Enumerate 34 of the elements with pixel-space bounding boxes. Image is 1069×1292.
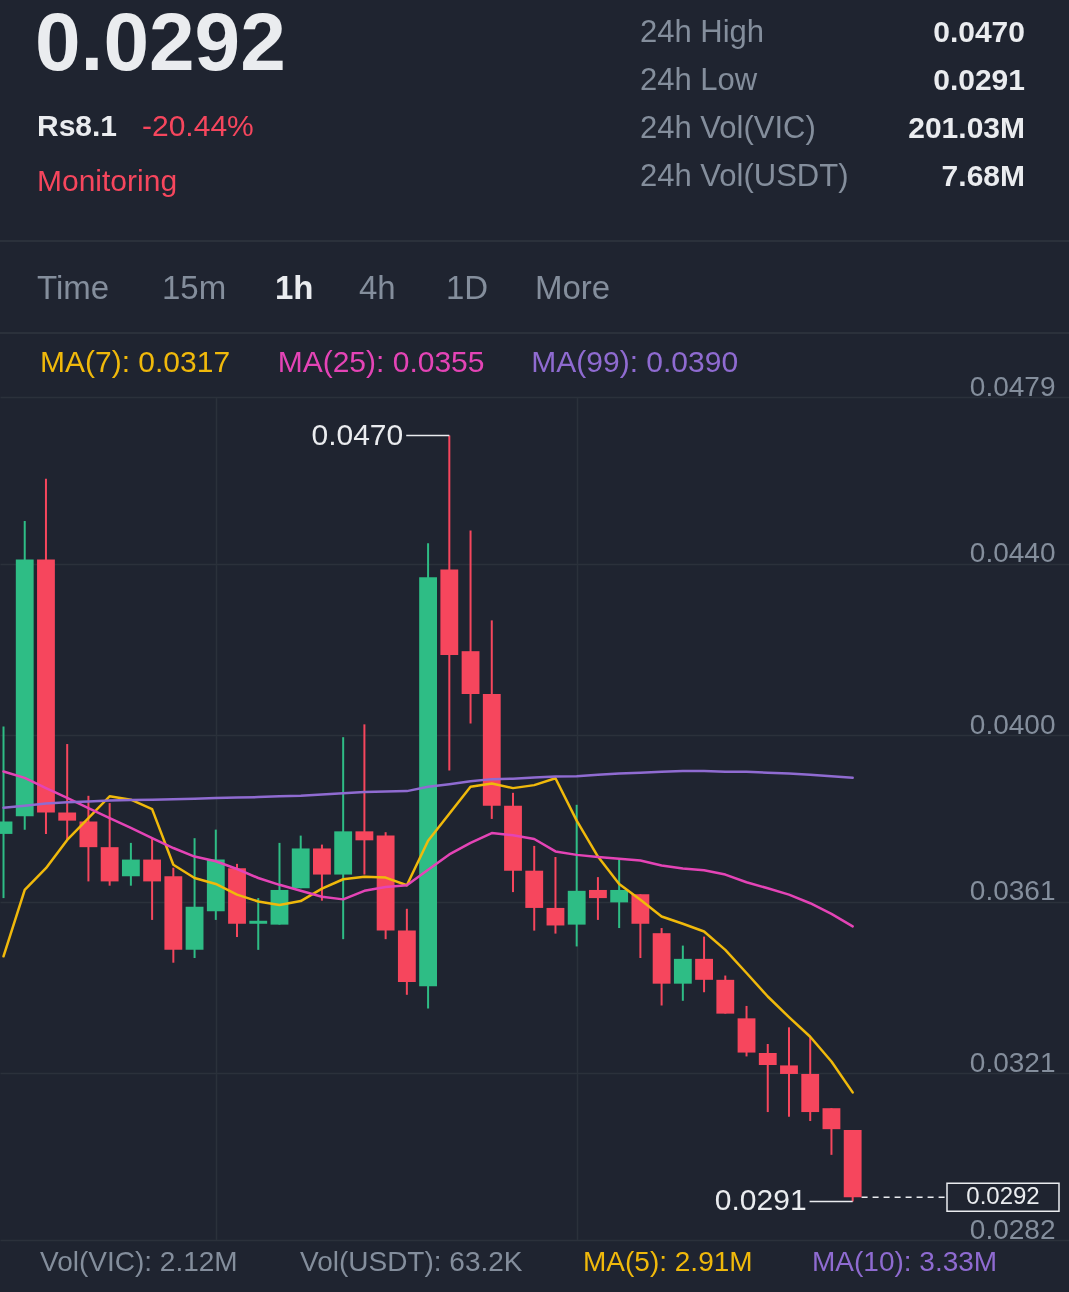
text: Time xyxy=(37,269,110,306)
annotation: 0.0291 xyxy=(714,1183,807,1217)
annotation: 0.0470 xyxy=(311,417,404,451)
y-tick-label: 0.0400 xyxy=(969,708,1056,740)
text: MA(5): 2.91M xyxy=(583,1246,753,1277)
text: 24h Vol(USDT) xyxy=(640,158,849,193)
text: Vol(USDT): 63.2K xyxy=(300,1246,523,1277)
text: 1D xyxy=(446,269,489,306)
text: MA(10): 3.33M xyxy=(812,1246,998,1277)
text: More xyxy=(535,269,611,306)
chart-title: 0.0292 xyxy=(35,0,286,87)
ref-line-label: 0.0292 xyxy=(966,1182,1040,1210)
text: MA(25): 0.0355 xyxy=(277,345,485,378)
y-tick-label: 0.0321 xyxy=(969,1046,1056,1078)
text: 0.0470 xyxy=(933,15,1025,48)
text: Rs8.1 xyxy=(37,109,118,142)
y-tick-label: 0.0440 xyxy=(969,537,1056,569)
text: 4h xyxy=(359,269,396,306)
text: 24h High xyxy=(640,14,765,49)
text: MA(7): 0.0317 xyxy=(40,345,231,378)
text: 201.03M xyxy=(908,111,1025,144)
text: 7.68M xyxy=(941,159,1025,192)
text: 24h Vol(VIC) xyxy=(640,110,816,145)
text: Vol(VIC): 2.12M xyxy=(40,1246,238,1277)
text: 1h xyxy=(275,269,314,306)
text: MA(99): 0.0390 xyxy=(531,345,739,378)
text: Monitoring xyxy=(37,164,178,197)
y-tick-label: 0.0361 xyxy=(969,875,1056,907)
text: 15m xyxy=(162,269,227,306)
text: -20.44% xyxy=(142,109,254,142)
text: 0.0291 xyxy=(933,63,1025,96)
text: 24h Low xyxy=(640,62,758,97)
y-tick-label: 0.0479 xyxy=(969,370,1056,402)
y-tick-label: 0.0282 xyxy=(969,1213,1056,1245)
